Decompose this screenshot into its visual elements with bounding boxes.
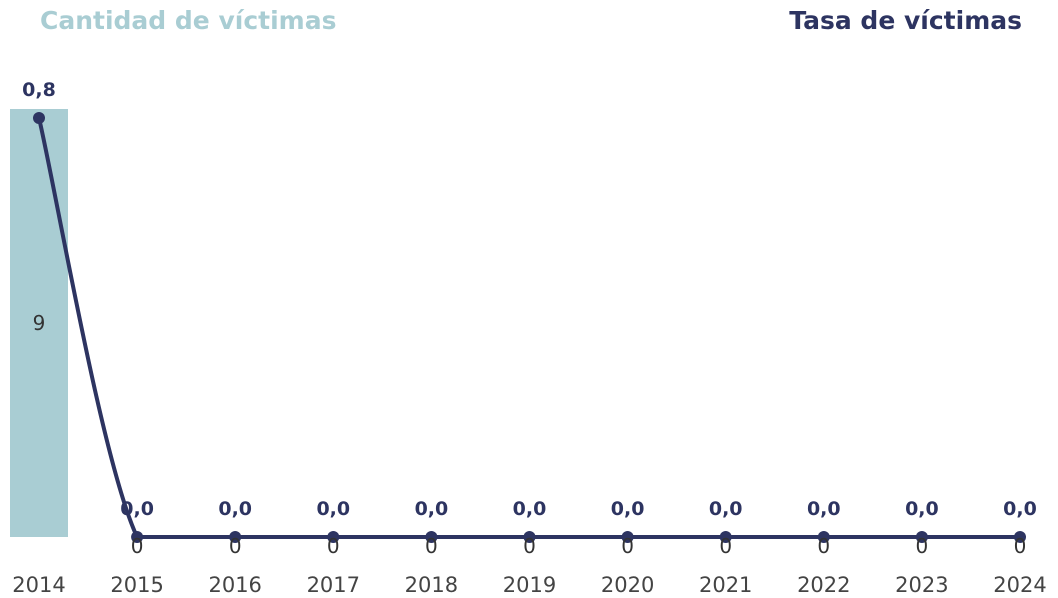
rate-point-2015 xyxy=(131,531,144,543)
bar-value-label-2021: 0 xyxy=(719,534,732,558)
rate-point-2016 xyxy=(229,531,242,543)
rate-point-2017 xyxy=(327,531,340,543)
rate-point-2019 xyxy=(523,531,536,543)
rate-value-label-2024: 0,0 xyxy=(1003,498,1037,520)
x-tick-label-2016: 2016 xyxy=(208,573,261,597)
rate-value-label-2022: 0,0 xyxy=(807,498,841,520)
x-tick-label-2015: 2015 xyxy=(110,573,163,597)
bar-value-label-2018: 0 xyxy=(425,534,438,558)
rate-point-2024 xyxy=(1014,531,1026,543)
legend-line-label: Tasa de víctimas xyxy=(789,6,1022,35)
rate-value-label-2020: 0,0 xyxy=(611,498,645,520)
x-tick-label-2014: 2014 xyxy=(12,573,65,597)
bar-value-label-2016: 0 xyxy=(229,534,242,558)
rate-point-2018 xyxy=(425,531,438,543)
x-tick-label-2024: 2024 xyxy=(993,573,1046,597)
legend-bars-label: Cantidad de víctimas xyxy=(40,6,337,35)
rate-point-2023 xyxy=(915,531,928,543)
rate-line xyxy=(37,116,1022,540)
bar-value-label-2019: 0 xyxy=(523,534,536,558)
x-tick-label-2019: 2019 xyxy=(503,573,556,597)
bar-value-label-2020: 0 xyxy=(621,534,634,558)
rate-value-label-2018: 0,0 xyxy=(415,498,449,520)
x-tick-label-2022: 2022 xyxy=(797,573,850,597)
x-tick-label-2018: 2018 xyxy=(405,573,458,597)
bars-layer xyxy=(10,109,68,537)
x-tick-label-2023: 2023 xyxy=(895,573,948,597)
rate-point-2020 xyxy=(621,531,634,543)
bar-2014 xyxy=(10,109,68,537)
line-layer xyxy=(33,112,1026,543)
rate-value-label-2023: 0,0 xyxy=(905,498,939,520)
rate-value-label-2017: 0,0 xyxy=(316,498,350,520)
x-tick-label-2020: 2020 xyxy=(601,573,654,597)
bar-value-label-2024: 0 xyxy=(1014,534,1027,558)
rate-value-label-2015: 0,0 xyxy=(120,498,154,520)
bar-value-label-2023: 0 xyxy=(916,534,929,558)
bar-value-label-2022: 0 xyxy=(817,534,830,558)
x-tick-label-2021: 2021 xyxy=(699,573,752,597)
x-axis-ticks: 2014 2015 2016 2017 2018 2019 2020 2021 2022 2023… xyxy=(12,573,1046,597)
rate-value-label-2016: 0,0 xyxy=(218,498,252,520)
rate-value-label-2014: 0,8 xyxy=(22,79,56,101)
bar-value-label-2014: 9 xyxy=(33,311,46,335)
x-tick-label-2017: 2017 xyxy=(307,573,360,597)
rate-value-label-2021: 0,0 xyxy=(709,498,743,520)
rate-value-label-2019: 0,0 xyxy=(513,498,547,520)
rate-point-2014 xyxy=(33,112,45,124)
bar-value-label-2015: 0 xyxy=(131,534,144,558)
rate-point-2021 xyxy=(719,531,732,543)
rate-point-2022 xyxy=(817,531,830,543)
bar-value-label-2017: 0 xyxy=(327,534,340,558)
labels-layer: 9 0 0 0 0 0 0 0 0 0 0 0,8 0,0 0,0 0,0 0,0 0,0 0,0 0,0 0,0 0,… xyxy=(22,79,1037,558)
